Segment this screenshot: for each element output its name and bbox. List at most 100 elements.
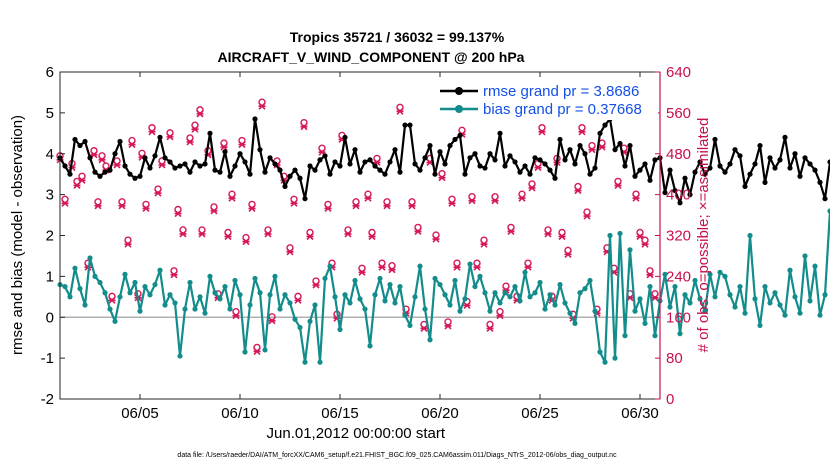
rmse-point: [602, 122, 608, 128]
rmse-point: [792, 151, 798, 157]
assimilated-obs-marker: [651, 294, 659, 302]
rmse-series: [57, 116, 830, 206]
assimilated-obs-marker: [636, 232, 644, 241]
bias-point: [767, 300, 773, 306]
bias-point: [382, 298, 388, 304]
assimilated-obs-marker: [228, 194, 236, 202]
bias-point: [297, 324, 303, 331]
assimilated-obs-marker: [538, 128, 546, 136]
rmse-point: [337, 163, 343, 169]
y-tick-label: -2: [41, 391, 54, 408]
bias-point: [482, 290, 488, 296]
assimilated-obs-marker: [358, 268, 366, 276]
assimilated-obs-marker: [124, 240, 132, 248]
assimilated-obs-marker: [598, 143, 606, 151]
bias-point: [442, 292, 448, 298]
bias-point: [607, 232, 613, 239]
bias-point: [452, 277, 458, 284]
bias-point: [477, 273, 483, 279]
rmse-point: [67, 171, 73, 177]
rmse-point: [392, 147, 398, 153]
assimilated-obs-marker: [158, 161, 166, 169]
assimilated-obs-marker: [528, 184, 536, 192]
bias-point: [697, 296, 703, 302]
assimilated-obs-marker: [232, 312, 240, 320]
rmse-point: [217, 169, 223, 175]
assimilated-obs-marker: [174, 209, 182, 218]
bias-point: [602, 359, 608, 365]
bias-point: [377, 275, 383, 282]
rmse-point: [297, 175, 303, 181]
bias-point: [437, 281, 443, 288]
rmse-point: [482, 165, 488, 171]
bias-point: [217, 296, 223, 302]
rmse-point: [237, 151, 243, 157]
rmse-point: [797, 173, 803, 179]
rmse-point: [642, 161, 648, 167]
rmse-point: [112, 151, 118, 157]
y-right-tick-label: 320: [666, 228, 691, 245]
bias-point: [587, 277, 593, 284]
bias-point: [522, 269, 528, 275]
bias-point: [247, 302, 253, 308]
assimilated-obs-marker: [128, 140, 136, 149]
rmse-point: [372, 163, 378, 169]
rmse-point: [622, 163, 628, 169]
rmse-point: [542, 161, 548, 167]
assimilated-obs-marker: [290, 199, 298, 207]
rmse-point: [257, 147, 263, 153]
rmse-point: [772, 165, 778, 171]
rmse-point: [127, 171, 133, 177]
rmse-point: [142, 155, 148, 161]
rmse-point: [62, 163, 68, 169]
assimilated-obs-marker: [242, 238, 250, 246]
y-right-tick-label: 0: [666, 391, 674, 408]
y-axis-left: -2 -1 0 1 2 3 4 5 6: [41, 64, 65, 408]
bias-point: [112, 318, 118, 324]
rmse-point: [377, 167, 383, 173]
rmse-point: [522, 163, 528, 169]
rmse-point: [557, 136, 563, 143]
data-file-footer: data file: /Users/raeder/DAI/ATM_forcXX/…: [177, 452, 617, 459]
assimilated-obs-marker: [324, 204, 332, 212]
assimilated-obs-marker: [113, 161, 121, 169]
rmse-point: [592, 165, 598, 171]
bias-point: [672, 283, 678, 290]
bias-point: [652, 333, 658, 339]
x-tick-label: 06/05: [121, 405, 159, 422]
bias-point: [327, 263, 333, 269]
bias-point: [397, 283, 403, 290]
bias-point: [577, 290, 583, 296]
assimilated-obs-marker: [646, 271, 654, 279]
rmse-point: [452, 136, 458, 143]
rmse-point: [332, 159, 338, 165]
bias-point: [152, 281, 158, 288]
rmse-point: [822, 196, 828, 202]
rmse-point: [492, 157, 498, 163]
bias-point: [717, 269, 723, 275]
y-tick-label: -1: [41, 350, 54, 367]
y-tick-label: 1: [46, 268, 54, 285]
bias-series: [57, 208, 830, 365]
bias-point: [67, 294, 73, 300]
rmse-point: [322, 153, 328, 159]
legend-rmse-marker: [455, 87, 463, 95]
bias-point: [82, 302, 88, 308]
bias-point: [267, 292, 273, 298]
rmse-point: [572, 161, 578, 167]
assimilated-obs-marker: [378, 263, 386, 271]
bias-point: [137, 308, 143, 314]
bias-point: [262, 347, 268, 353]
bias-point: [237, 292, 243, 298]
bias-point: [527, 294, 533, 300]
bias-point: [757, 322, 763, 329]
assimilated-obs-marker: [248, 204, 256, 212]
bias-point: [402, 312, 408, 318]
y-tick-label: 5: [46, 105, 54, 122]
bias-point: [812, 263, 818, 269]
assimilated-obs-marker: [154, 189, 162, 197]
rmse-point: [447, 142, 453, 149]
assimilated-obs-marker: [583, 212, 591, 220]
rmse-point: [502, 163, 508, 169]
rmse-point: [652, 157, 658, 163]
